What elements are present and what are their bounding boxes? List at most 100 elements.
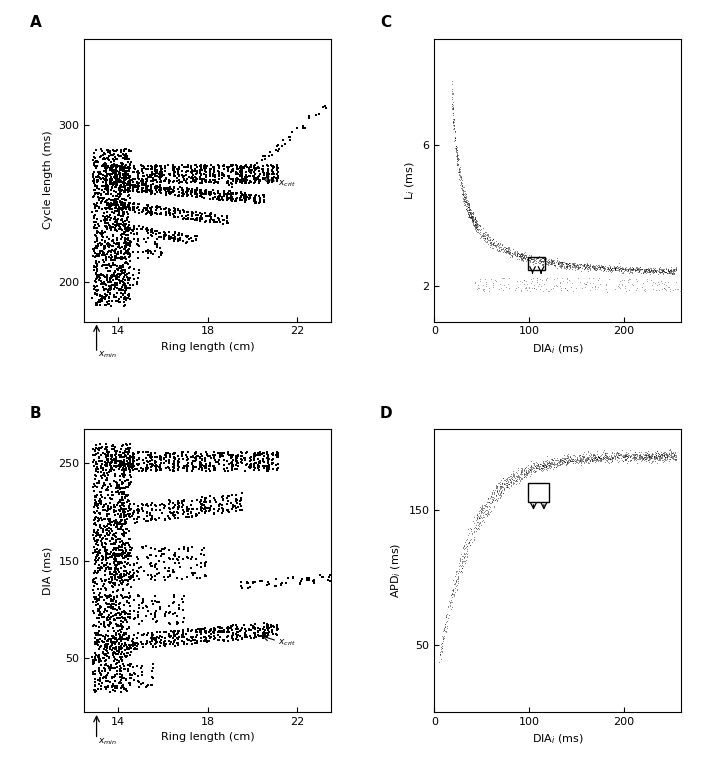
Point <box>209 169 220 181</box>
Point <box>129 636 140 649</box>
Point <box>621 447 633 460</box>
Point <box>124 176 135 188</box>
Point <box>562 259 573 271</box>
Point <box>133 599 145 611</box>
Point <box>98 577 110 590</box>
Point <box>657 447 668 460</box>
Point <box>226 159 237 172</box>
Point <box>484 495 495 508</box>
Point <box>249 622 260 635</box>
Point <box>87 668 98 680</box>
Point <box>231 176 242 189</box>
Point <box>91 654 102 666</box>
Point <box>94 245 105 257</box>
Point <box>110 259 121 271</box>
Point <box>138 513 150 526</box>
Point <box>103 601 114 613</box>
Point <box>604 265 616 277</box>
Point <box>239 189 251 201</box>
Point <box>258 194 270 207</box>
Point <box>649 265 661 277</box>
Point <box>109 194 120 207</box>
Point <box>112 509 124 521</box>
Point <box>541 463 552 475</box>
Point <box>537 252 548 265</box>
Point <box>113 503 124 515</box>
Point <box>100 504 111 516</box>
Point <box>601 449 612 461</box>
Point <box>104 618 115 630</box>
Point <box>92 188 103 200</box>
Point <box>155 184 166 197</box>
Point <box>95 512 106 524</box>
Point <box>520 251 531 263</box>
Point <box>110 198 121 211</box>
Point <box>655 265 666 278</box>
Point <box>92 160 103 173</box>
Point <box>486 238 497 251</box>
Point <box>583 261 594 273</box>
Point <box>463 207 475 220</box>
Point <box>143 224 154 236</box>
Point <box>628 449 640 461</box>
Point <box>96 482 107 495</box>
Point <box>244 170 255 182</box>
Point <box>524 470 536 482</box>
Point <box>111 250 122 262</box>
Point <box>446 588 457 601</box>
Point <box>183 625 194 637</box>
Point <box>537 255 548 267</box>
Point <box>181 511 192 523</box>
Point <box>190 176 201 188</box>
Point <box>578 450 589 462</box>
Point <box>190 165 201 177</box>
Point <box>477 513 489 526</box>
Point <box>607 262 618 274</box>
Point <box>555 458 566 471</box>
Point <box>93 250 104 262</box>
Point <box>110 280 121 293</box>
Point <box>475 230 486 242</box>
Point <box>119 637 131 649</box>
Point <box>563 450 574 462</box>
Point <box>246 619 257 632</box>
X-axis label: Ring length (cm): Ring length (cm) <box>161 342 254 352</box>
Point <box>578 450 589 463</box>
Point <box>164 187 175 199</box>
Point <box>515 251 526 263</box>
Point <box>467 211 478 223</box>
Point <box>123 495 134 508</box>
Point <box>105 502 117 514</box>
Point <box>147 459 158 471</box>
Point <box>503 241 514 253</box>
Point <box>128 557 140 570</box>
Point <box>509 247 520 259</box>
Point <box>115 455 126 467</box>
Point <box>146 560 157 572</box>
Point <box>588 448 600 461</box>
Point <box>111 521 122 533</box>
Point <box>121 632 133 645</box>
Point <box>183 552 194 564</box>
Point <box>266 618 277 631</box>
Point <box>121 179 132 191</box>
Point <box>526 255 538 268</box>
Point <box>124 498 135 511</box>
Point <box>106 295 117 307</box>
Point <box>89 251 100 263</box>
Point <box>90 673 101 685</box>
Point <box>527 255 538 268</box>
Point <box>585 258 596 270</box>
Point <box>178 461 190 474</box>
Point <box>95 498 106 510</box>
Point <box>132 276 143 288</box>
Point <box>98 176 109 188</box>
Point <box>529 252 540 264</box>
Point <box>168 632 179 645</box>
Point <box>667 284 678 296</box>
Point <box>574 456 585 468</box>
Point <box>590 452 601 464</box>
Point <box>232 628 243 641</box>
Point <box>663 447 675 460</box>
Point <box>465 212 476 224</box>
